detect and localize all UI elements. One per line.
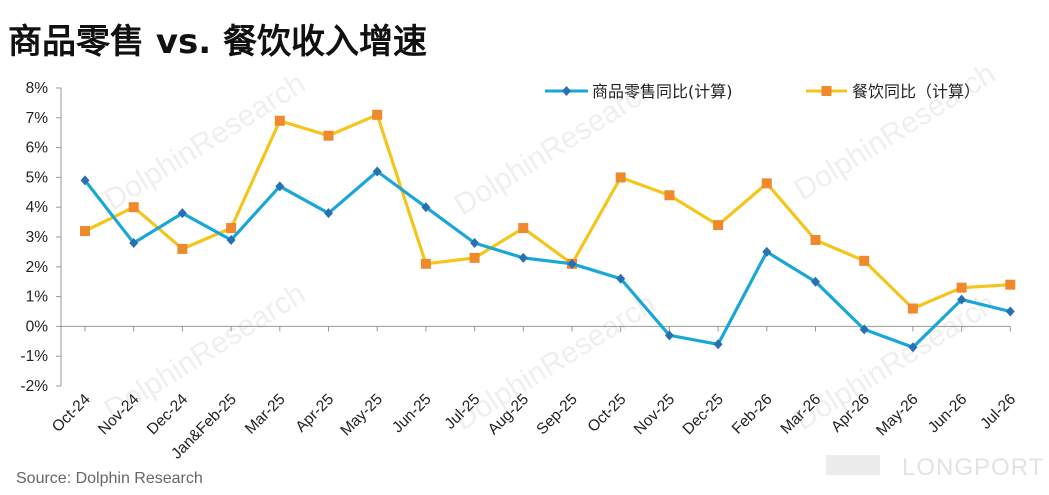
- data-point-retail: [421, 202, 431, 213]
- data-point-catering: [810, 234, 821, 245]
- legend-label: 餐饮同比（计算）: [852, 82, 980, 101]
- chart-series: [80, 109, 1016, 353]
- x-tick-label: Oct-24: [49, 391, 94, 436]
- data-point-retail: [567, 258, 577, 269]
- data-point-retail: [616, 273, 626, 284]
- data-point-retail: [664, 330, 674, 341]
- legend-label: 商品零售同比(计算): [592, 82, 733, 101]
- data-point-catering: [420, 258, 431, 269]
- series-line-retail: [83, 169, 1011, 349]
- data-point-catering: [469, 252, 480, 263]
- y-tick-label: 0%: [26, 318, 49, 335]
- data-point-catering: [274, 115, 285, 126]
- data-point-retail: [226, 234, 236, 245]
- data-point-catering: [372, 109, 383, 120]
- data-point-retail: [275, 181, 285, 192]
- source-note: Source: Dolphin Research: [16, 470, 203, 487]
- x-tick-label: Dec-25: [680, 391, 727, 438]
- data-point-retail: [80, 175, 90, 186]
- x-tick-label: Apr-25: [292, 391, 337, 436]
- x-tick-label: Mar-25: [242, 391, 289, 438]
- y-tick-label: 7%: [26, 110, 49, 127]
- watermark-text: DolphinResearch: [99, 67, 312, 217]
- data-point-retail: [518, 252, 528, 263]
- watermark-logo: [826, 455, 880, 475]
- data-point-retail: [372, 166, 382, 177]
- data-point-retail: [811, 276, 820, 287]
- data-point-catering: [615, 172, 626, 183]
- series-catering: [80, 109, 1016, 314]
- data-point-catering: [1005, 279, 1016, 290]
- y-tick-label: 8%: [26, 80, 49, 97]
- x-tick-label: May-25: [337, 391, 386, 440]
- legend-item-retail: 商品零售同比(计算): [545, 82, 733, 101]
- x-tick-label: Feb-26: [729, 391, 776, 438]
- y-tick-label: 1%: [26, 289, 49, 306]
- watermark-brand: LONGPORT: [902, 454, 1045, 481]
- y-tick-label: 6%: [26, 140, 49, 157]
- data-point-catering: [907, 303, 918, 314]
- data-point-retail: [957, 294, 967, 305]
- y-tick-label: 2%: [26, 259, 49, 276]
- data-point-retail: [713, 339, 723, 350]
- data-point-retail: [129, 237, 139, 248]
- data-point-retail: [324, 208, 333, 219]
- data-point-catering: [664, 190, 675, 201]
- data-point-catering: [128, 202, 139, 213]
- y-tick-label: -2%: [20, 378, 48, 395]
- data-point-catering: [177, 243, 188, 254]
- chart-legend: 商品零售同比(计算) 餐饮同比（计算）: [545, 82, 980, 101]
- data-point-catering: [80, 226, 90, 237]
- data-point-retail: [762, 246, 772, 257]
- data-point-retail: [908, 342, 918, 353]
- x-tick-label: Jun-25: [389, 391, 435, 437]
- x-tick-label: Jun-26: [925, 391, 971, 437]
- y-tick-label: -1%: [20, 348, 48, 365]
- x-tick-label: Oct-25: [585, 391, 630, 436]
- data-point-retail: [859, 324, 869, 335]
- data-point-retail: [177, 208, 187, 219]
- data-point-retail: [1005, 306, 1015, 317]
- y-tick-label: 5%: [26, 169, 49, 186]
- x-tick-label: May-26: [873, 391, 922, 440]
- watermark-text: DolphinResearch: [789, 57, 1002, 207]
- legend-item-catering: 餐饮同比（计算）: [806, 82, 980, 101]
- data-point-catering: [518, 223, 529, 234]
- data-point-retail: [470, 237, 480, 248]
- data-point-catering: [859, 255, 870, 266]
- x-tick-label: Jul-26: [977, 391, 1019, 433]
- data-point-catering: [323, 130, 334, 141]
- legend-marker: [821, 86, 832, 96]
- y-tick-label: 3%: [26, 229, 49, 246]
- legend-marker: [562, 86, 571, 96]
- x-tick-label: Sep-25: [533, 391, 580, 438]
- series-line-catering: [84, 113, 1011, 311]
- series-retail: [80, 166, 1015, 353]
- data-point-catering: [956, 282, 967, 293]
- y-tick-label: 4%: [26, 199, 49, 216]
- data-point-catering: [226, 223, 237, 234]
- data-point-catering: [713, 220, 724, 231]
- x-tick-label: Nov-25: [631, 391, 678, 438]
- data-point-catering: [761, 178, 772, 189]
- chart-title: 商品零售 vs. 餐饮收入增速: [8, 22, 427, 62]
